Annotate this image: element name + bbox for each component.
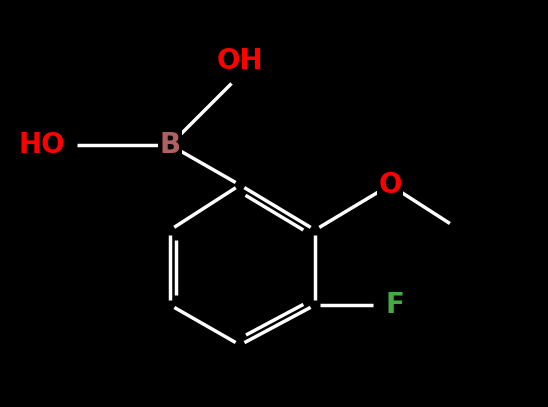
Text: O: O [378, 171, 402, 199]
Text: B: B [159, 131, 180, 159]
Text: HO: HO [19, 131, 65, 159]
Text: OH: OH [216, 47, 263, 75]
Text: F: F [385, 291, 404, 319]
